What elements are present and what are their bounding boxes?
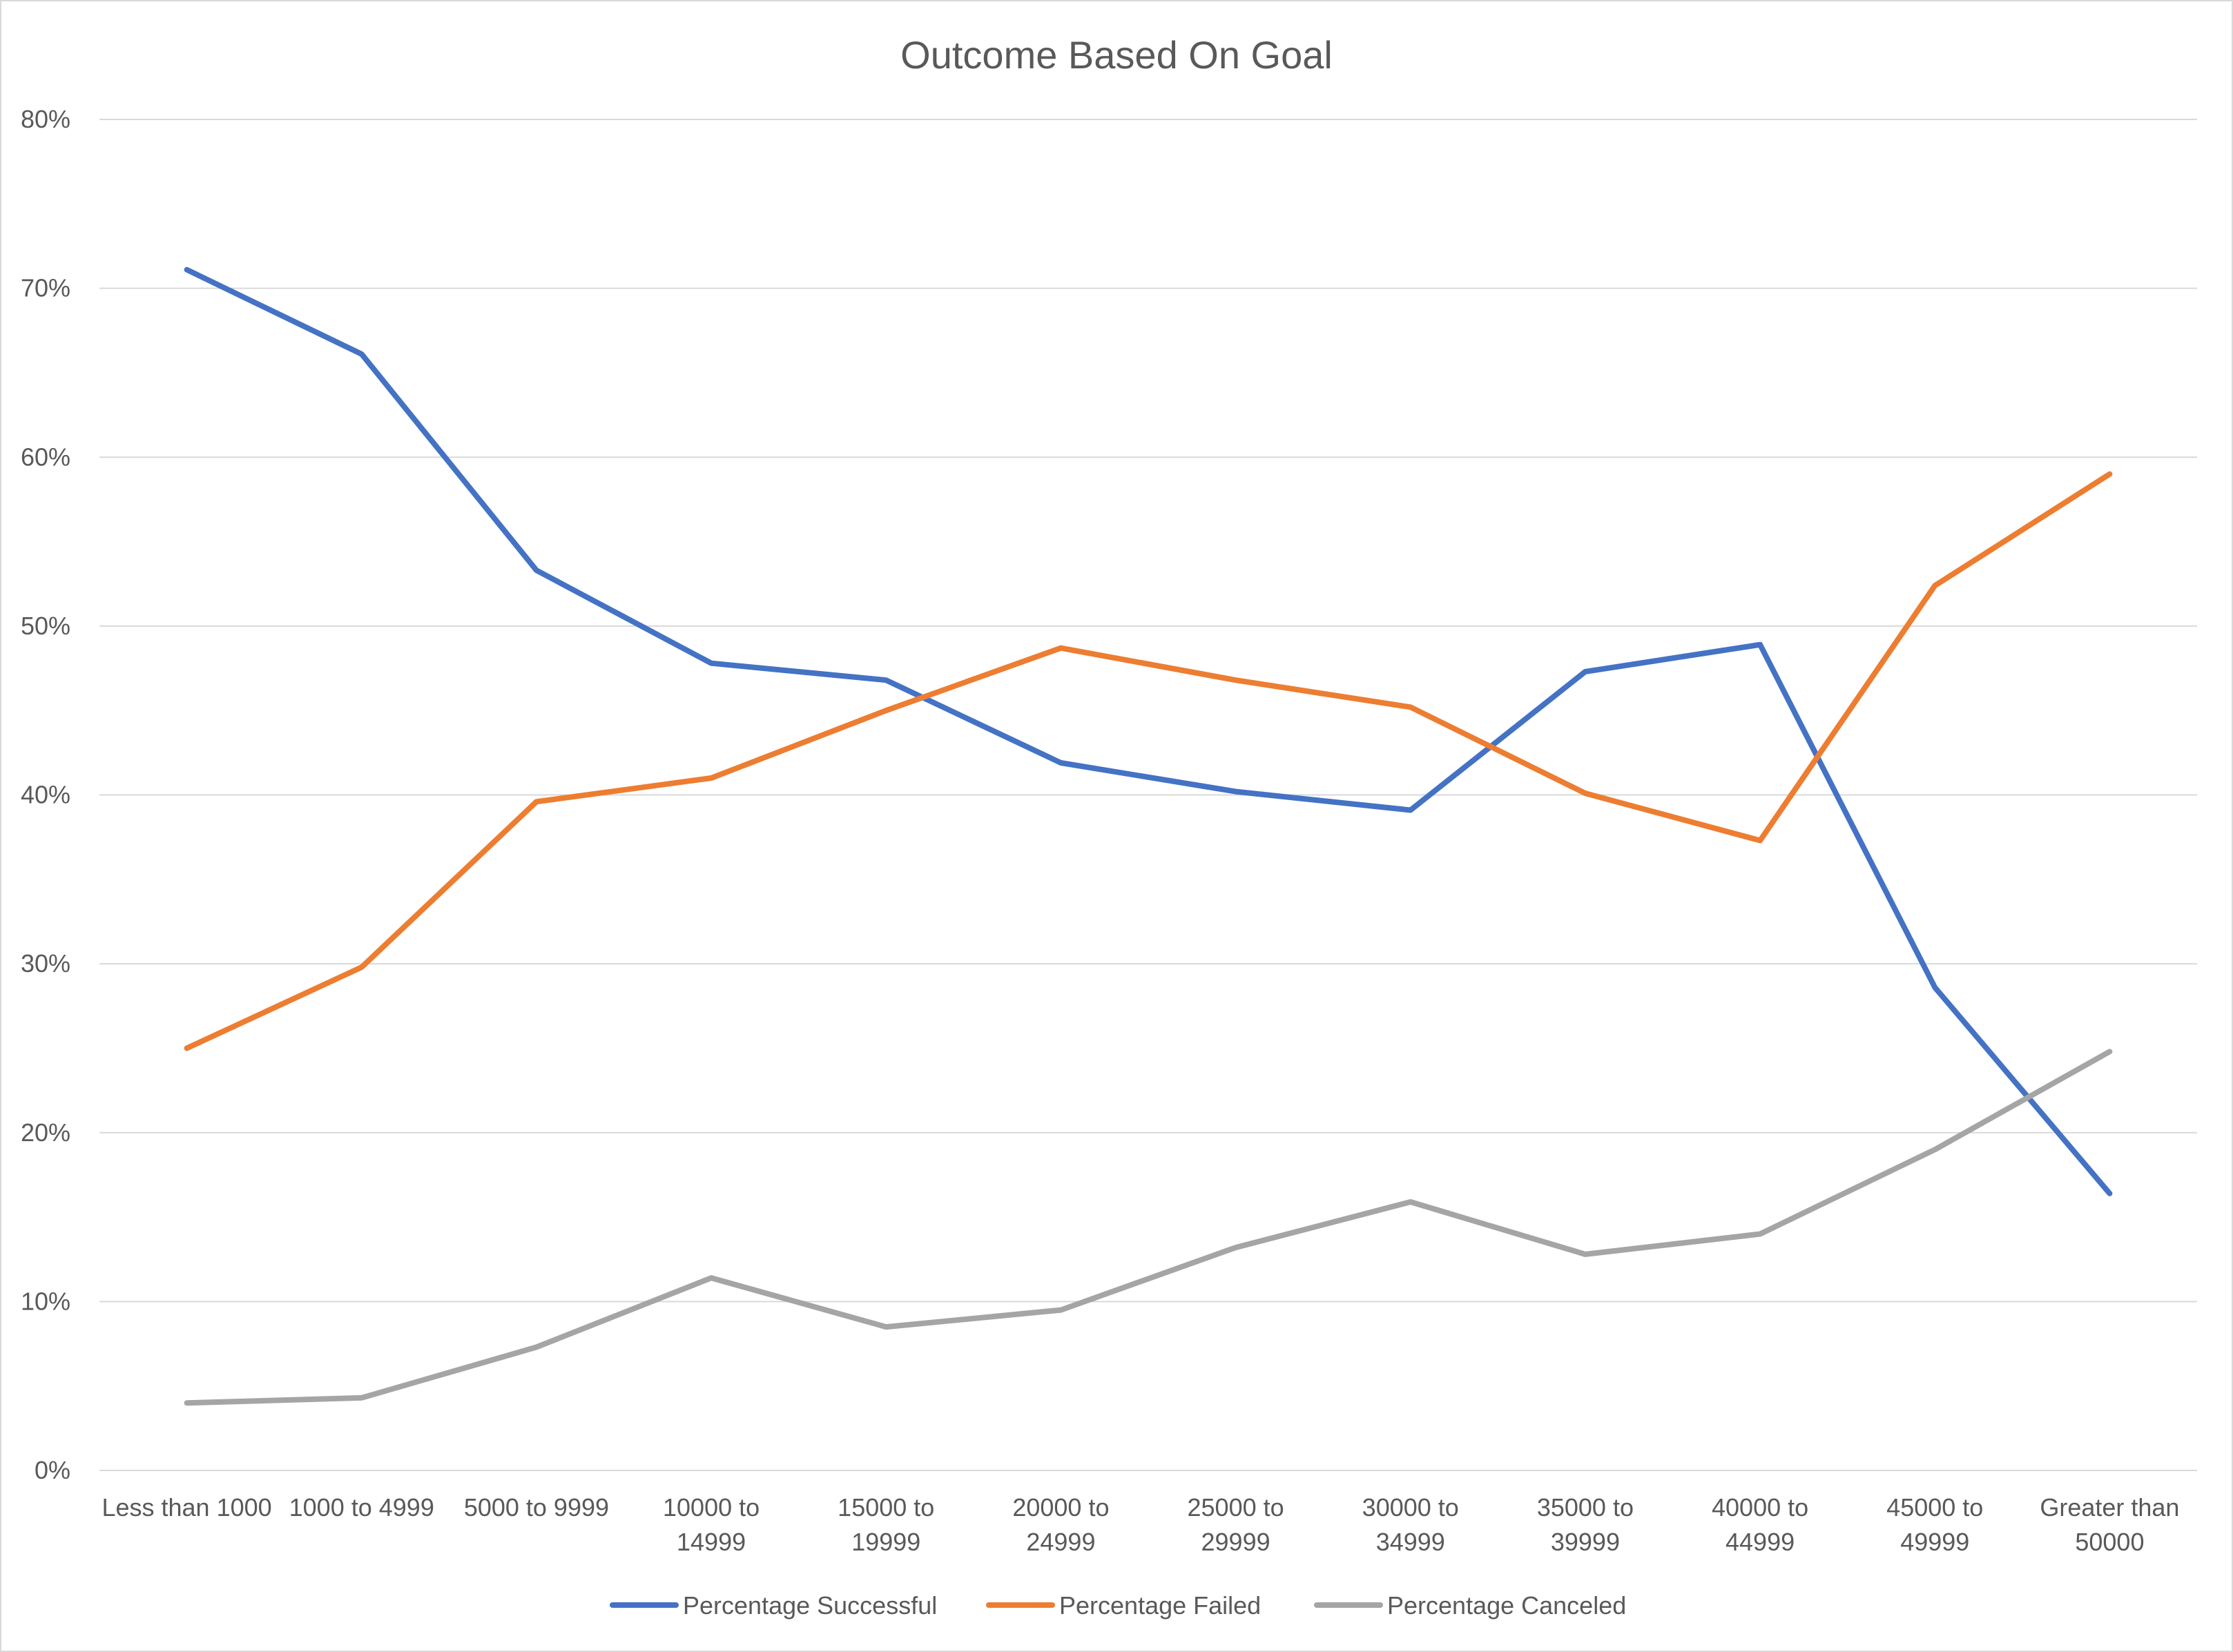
x-tick-label: 45000 to 49999 bbox=[1886, 1493, 1983, 1556]
x-tick-label: 40000 to 44999 bbox=[1712, 1493, 1808, 1556]
chart-title: Outcome Based On Goal bbox=[900, 33, 1333, 77]
y-tick-label: 0% bbox=[35, 1456, 70, 1484]
y-tick-label: 20% bbox=[21, 1118, 70, 1147]
x-tick-label: 20000 to 24999 bbox=[1012, 1493, 1109, 1556]
series-line-2 bbox=[184, 471, 2113, 1051]
y-tick-label: 30% bbox=[21, 949, 70, 978]
x-axis-tick-labels: Less than 1000 1000 to 4999 5000 to 9999 10… bbox=[102, 1493, 2179, 1556]
y-tick-label: 80% bbox=[21, 105, 70, 133]
series-lines bbox=[184, 266, 2113, 1406]
x-tick-label: 1000 to 4999 bbox=[289, 1493, 434, 1522]
legend: Percentage Successful Percentage Failed Pe… bbox=[610, 1591, 1626, 1620]
series-line-3 bbox=[184, 1049, 2113, 1406]
gridlines bbox=[99, 119, 2197, 1471]
y-tick-label: 10% bbox=[21, 1287, 70, 1315]
x-tick-label: 30000 to 34999 bbox=[1362, 1493, 1459, 1556]
y-axis-tick-labels: 0% 10% 20% 30% 40% 50% 60% 70% 80% bbox=[21, 105, 70, 1484]
x-tick-label: 15000 to 19999 bbox=[838, 1493, 934, 1556]
x-tick-label: Less than 1000 bbox=[102, 1493, 271, 1522]
legend-label: Percentage Successful bbox=[683, 1591, 937, 1620]
x-tick-label: 10000 to 14999 bbox=[663, 1493, 760, 1556]
y-tick-label: 40% bbox=[21, 781, 70, 809]
y-tick-label: 50% bbox=[21, 612, 70, 640]
series-line-1 bbox=[184, 266, 2113, 1196]
legend-label: Percentage Canceled bbox=[1387, 1591, 1626, 1620]
legend-label: Percentage Failed bbox=[1059, 1591, 1261, 1620]
x-tick-label: 35000 to 39999 bbox=[1537, 1493, 1634, 1556]
x-tick-label: 25000 to 29999 bbox=[1188, 1493, 1284, 1556]
x-tick-label: Greater than 50000 bbox=[2040, 1493, 2179, 1556]
y-tick-label: 60% bbox=[21, 443, 70, 471]
x-tick-label: 5000 to 9999 bbox=[464, 1493, 609, 1522]
y-tick-label: 70% bbox=[21, 274, 70, 302]
